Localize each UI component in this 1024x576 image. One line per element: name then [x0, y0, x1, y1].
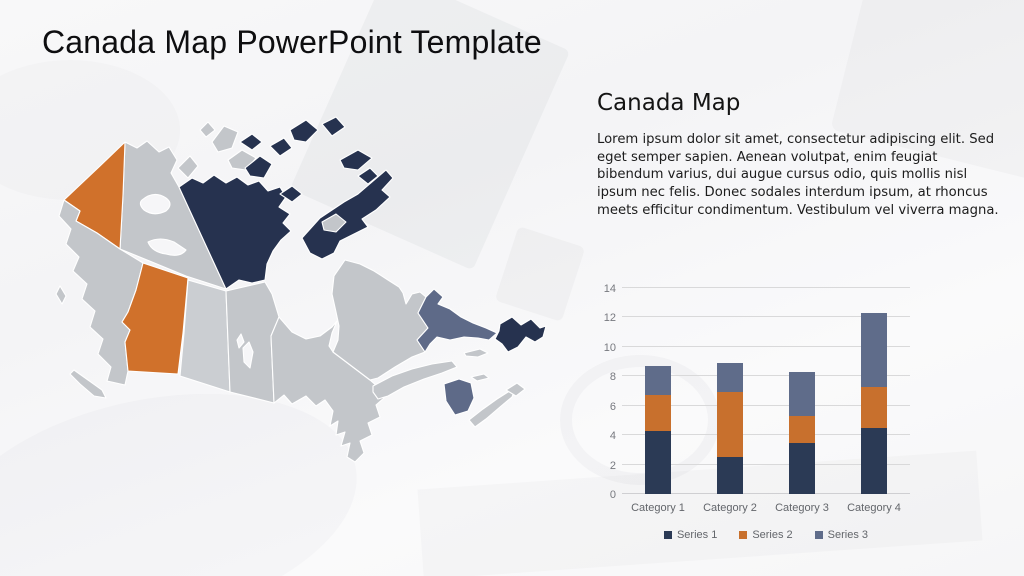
victoria-island-east: [244, 155, 273, 179]
province-nova-scotia: [468, 386, 517, 428]
category-label: Category 3: [775, 502, 829, 514]
anticosti-island: [463, 348, 489, 358]
lake-winnipegosis: [236, 333, 245, 349]
bar-segment-series-1: [789, 442, 815, 494]
gridline: [622, 463, 910, 465]
arctic-island-small-2: [199, 121, 216, 138]
banks-island: [211, 125, 239, 153]
bar-segment-series-2: [789, 416, 815, 443]
province-prince-edward-island: [470, 373, 490, 382]
stacked-bar-2: [717, 288, 743, 494]
province-british-columbia: [58, 199, 144, 386]
vancouver-island: [69, 369, 107, 399]
category-label: Category 4: [847, 502, 901, 514]
gaspe-peninsula: [372, 360, 458, 400]
cape-breton-island: [505, 382, 526, 397]
legend-label: Series 1: [676, 529, 718, 541]
section-body-text: Lorem ipsum dolor sit amet, consectetur …: [597, 132, 999, 218]
gridline: [622, 404, 910, 406]
y-axis-tick: 14: [603, 283, 616, 295]
southampton-island: [321, 213, 347, 233]
stacked-bar-chart: 0 2 4 6 8 10 12 14 Category 1 Category 2 Category…: [592, 281, 910, 541]
chart-plot: 0 2 4 6 8 10 12 14: [604, 283, 910, 501]
y-axis-tick: 0: [609, 489, 616, 501]
y-axis-tick: 4: [609, 430, 616, 443]
y-axis-tick: 2: [609, 459, 616, 472]
gridline: [622, 493, 910, 494]
gridline: [622, 316, 910, 318]
section-heading: Canada Map: [597, 90, 741, 116]
gridline: [622, 345, 910, 347]
category-label: Category 2: [703, 502, 757, 514]
legend-swatch: [663, 531, 672, 539]
gridline: [622, 375, 910, 377]
province-quebec: [331, 259, 429, 381]
y-axis-tick: 6: [609, 400, 616, 413]
great-bear-lake: [139, 193, 171, 215]
gridline: [622, 287, 910, 288]
arctic-island-c: [321, 116, 346, 137]
legend-swatch: [739, 531, 748, 539]
bylot-island: [357, 167, 379, 185]
y-axis-tick: 12: [603, 312, 616, 325]
ellesmere-island: [289, 119, 319, 143]
legend-item: Series 3: [814, 529, 869, 541]
province-new-brunswick: [443, 378, 475, 416]
king-william-island: [279, 185, 303, 203]
arctic-island-small: [177, 155, 199, 179]
province-ontario: [270, 316, 385, 463]
stacked-bar-1: [645, 288, 671, 494]
legend-swatch: [814, 531, 823, 539]
canada-map: [40, 90, 580, 510]
legend-item: Series 2: [739, 529, 793, 541]
arctic-island-a: [239, 133, 263, 151]
bar-segment-series-2: [861, 386, 887, 428]
devon-island: [339, 149, 373, 171]
legend-label: Series 3: [827, 529, 869, 541]
arctic-island-b: [269, 137, 293, 157]
province-northwest-territories: [119, 140, 227, 290]
bar-segment-series-1: [717, 457, 743, 494]
province-saskatchewan: [179, 279, 231, 393]
category-label: Category 1: [631, 502, 685, 514]
bar-segment-series-3: [789, 371, 815, 417]
bar-segment-series-1: [861, 427, 887, 494]
y-axis-tick: 10: [603, 341, 616, 354]
great-slave-lake: [147, 238, 187, 256]
province-alberta: [121, 262, 189, 375]
legend-label: Series 2: [752, 529, 793, 541]
chart-legend: Series 1 Series 2 Series 3: [622, 529, 910, 541]
stacked-bar-3: [789, 288, 815, 494]
bar-segment-series-2: [645, 395, 671, 431]
bar-segment-series-3: [717, 363, 743, 393]
slide-title: Canada Map PowerPoint Template: [42, 24, 542, 60]
haida-gwaii-island: [55, 285, 67, 305]
legend-item: Series 1: [663, 529, 718, 541]
province-nunavut: [178, 174, 292, 290]
y-axis-tick: 8: [609, 371, 616, 384]
gridline: [622, 434, 910, 436]
bar-segment-series-3: [645, 366, 671, 396]
baffin-island: [301, 169, 394, 260]
lake-winnipeg: [242, 341, 254, 369]
bar-segment-series-2: [717, 392, 743, 458]
province-newfoundland: [494, 316, 547, 353]
province-labrador: [416, 288, 498, 353]
bar-segment-series-1: [645, 430, 671, 494]
canada-map-svg: [55, 116, 547, 463]
bar-segment-series-3: [861, 313, 887, 387]
stacked-bar-4: [861, 288, 887, 494]
chart-category-axis: Category 1 Category 2 Category 3 Category 4: [622, 502, 910, 517]
